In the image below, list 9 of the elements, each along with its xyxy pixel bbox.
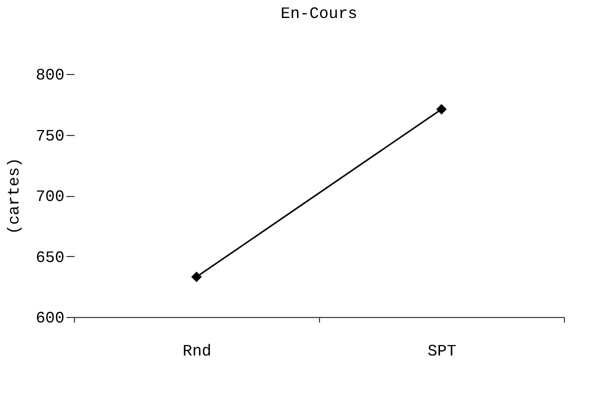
x-tick-label: Rnd [182,342,212,360]
y-tick-label: 600 [36,310,64,328]
x-tick-label: SPT [428,342,456,360]
y-tick-label: 750 [36,127,64,146]
y-tick-label: 650 [36,248,64,267]
y-axis-title: (cartes) [6,158,24,234]
chart-title: En-Cours [280,5,358,23]
y-tick-label: 700 [36,188,64,206]
y-tick-label: 800 [36,66,64,84]
